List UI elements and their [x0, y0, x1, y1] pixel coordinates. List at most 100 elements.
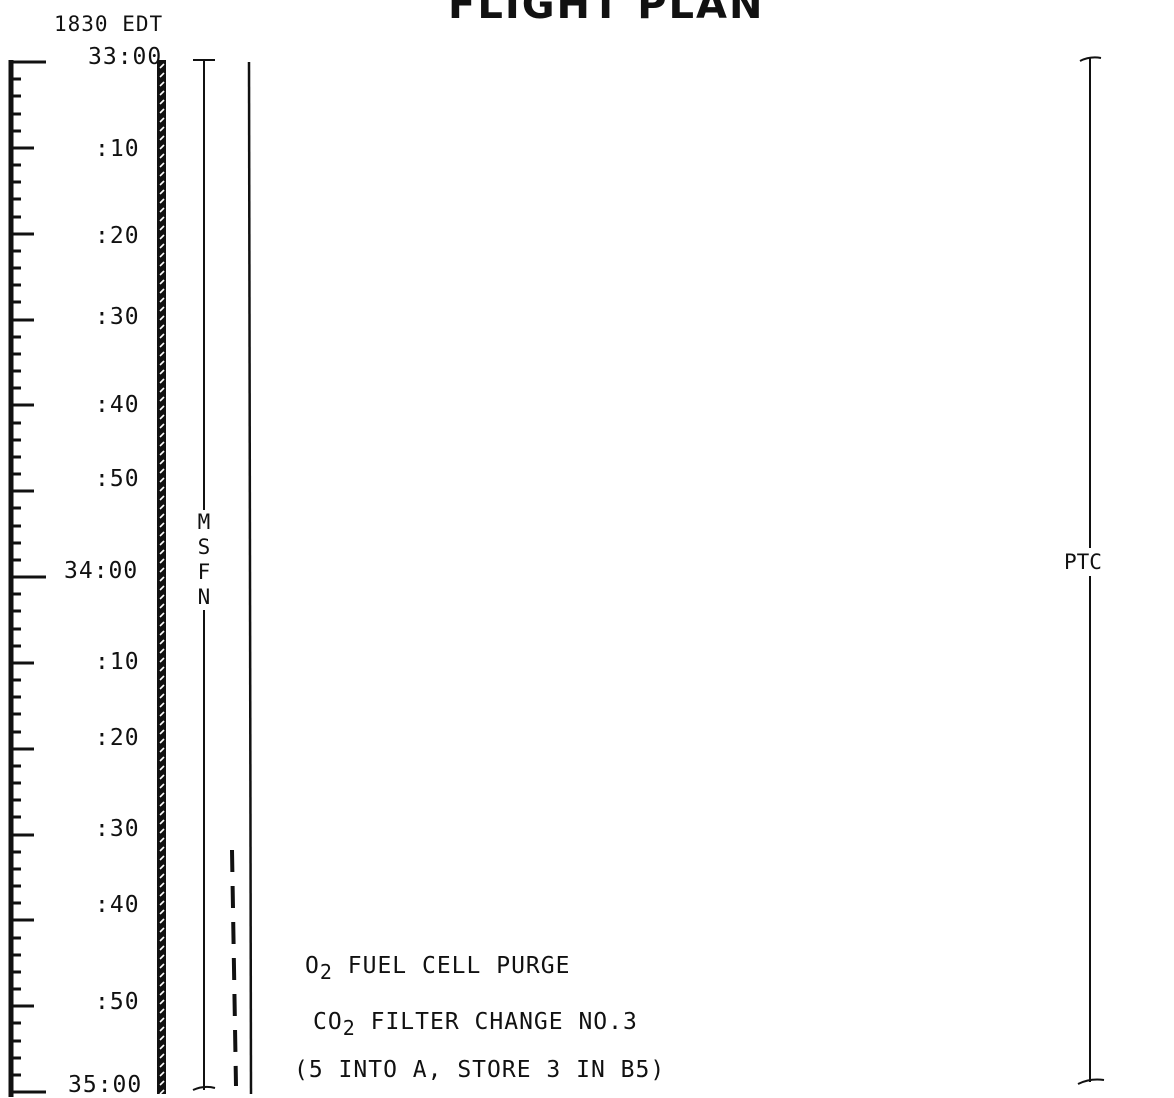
hatch-mark — [159, 801, 165, 807]
hatch-mark — [159, 117, 165, 123]
hatch-mark — [159, 990, 165, 996]
hatch-mark — [159, 837, 165, 843]
hatch-mark — [159, 450, 165, 456]
time-ruler-ticks — [10, 60, 46, 1094]
hatch-mark — [159, 315, 165, 321]
hatch-mark — [159, 153, 165, 159]
hatch-mark — [159, 243, 165, 249]
store-note: (5 INTO A, STORE 3 IN B5) — [294, 1057, 666, 1083]
hatch-mark — [159, 306, 165, 312]
hatch-mark — [159, 1026, 165, 1032]
hatch-mark — [159, 864, 165, 870]
hatch-mark — [159, 108, 165, 114]
hatch-mark — [159, 162, 165, 168]
hatch-mark — [159, 180, 165, 186]
time-label: 35:00 — [68, 1072, 143, 1098]
hatch-mark — [159, 666, 165, 672]
hatch-mark — [159, 171, 165, 177]
hatch-mark — [159, 765, 165, 771]
hatch-mark — [159, 324, 165, 330]
hatch-mark — [159, 612, 165, 618]
time-label: 34:00 — [64, 558, 139, 584]
hatch-mark — [159, 126, 165, 132]
time-label: :50 — [95, 989, 140, 1015]
time-label: :40 — [95, 392, 140, 418]
o2-subscript: 2 — [319, 960, 333, 984]
hatch-mark — [159, 846, 165, 852]
hatch-mark — [159, 810, 165, 816]
column-line — [247, 61, 253, 1095]
o2-purge-note: O2 FUEL CELL PURGE — [305, 953, 570, 984]
hatch-mark — [159, 963, 165, 969]
msfn-letter: F — [197, 560, 211, 584]
hatch-mark — [159, 711, 165, 717]
hatch-mark — [159, 972, 165, 978]
hatch-mark — [159, 198, 165, 204]
hatch-mark — [159, 1044, 165, 1050]
hatch-mark — [159, 945, 165, 951]
msfn-letter: S — [197, 535, 211, 559]
activity-dashed-line — [230, 849, 238, 1087]
hatch-mark — [159, 738, 165, 744]
hatch-mark — [159, 495, 165, 501]
hatch-mark — [159, 225, 165, 231]
hatch-mark — [159, 657, 165, 663]
hatch-mark — [159, 414, 165, 420]
hatch-mark — [159, 594, 165, 600]
hatch-mark — [159, 468, 165, 474]
hatch-mark — [159, 1053, 165, 1059]
hatch-mark — [159, 504, 165, 510]
hatch-mark — [159, 621, 165, 627]
hatch-mark — [159, 90, 165, 96]
hatch-mark — [159, 1062, 165, 1068]
ptc-label: PTC — [1064, 548, 1102, 576]
hatch-mark — [159, 261, 165, 267]
hatch-mark — [159, 1017, 165, 1023]
hatch-mark — [159, 900, 165, 906]
msfn-letter: N — [197, 585, 211, 609]
hatch-mark — [159, 567, 165, 573]
hatch-mark — [159, 918, 165, 924]
hatch-mark — [159, 855, 165, 861]
hatch-mark — [159, 441, 165, 447]
hatch-mark — [159, 144, 165, 150]
hatch-mark — [159, 882, 165, 888]
hatch-mark — [159, 684, 165, 690]
time-label: :50 — [95, 466, 140, 492]
hatch-mark — [159, 999, 165, 1005]
hatch-mark — [159, 477, 165, 483]
hatch-mark — [159, 675, 165, 681]
local-time-label: 1830 EDT — [54, 12, 164, 36]
hatch-mark — [159, 342, 165, 348]
hatch-mark — [159, 432, 165, 438]
hatch-mark — [159, 909, 165, 915]
hatch-mark — [159, 891, 165, 897]
hatch-mark — [159, 756, 165, 762]
hatch-mark — [159, 369, 165, 375]
hatch-mark — [159, 936, 165, 942]
time-label: :20 — [95, 223, 140, 249]
hatch-mark — [159, 639, 165, 645]
hatch-mark — [159, 81, 165, 87]
hatch-mark — [159, 279, 165, 285]
hatch-mark — [159, 720, 165, 726]
hatch-mark — [159, 630, 165, 636]
time-label: :10 — [95, 649, 140, 675]
hatch-mark — [159, 585, 165, 591]
hatch-mark — [159, 189, 165, 195]
time-label: :30 — [95, 304, 140, 330]
hatch-mark — [159, 873, 165, 879]
hatch-mark — [159, 1080, 165, 1086]
hatch-mark — [159, 792, 165, 798]
time-label: :30 — [95, 816, 140, 842]
hatch-mark — [159, 423, 165, 429]
hatch-mark — [159, 1035, 165, 1041]
hatch-mark — [159, 576, 165, 582]
hatch-mark — [159, 747, 165, 753]
get-bar-hatch — [159, 63, 165, 1095]
ptc-bottom-cap — [1077, 1078, 1105, 1085]
co2-prefix: CO — [313, 1009, 343, 1035]
hatch-mark — [159, 216, 165, 222]
